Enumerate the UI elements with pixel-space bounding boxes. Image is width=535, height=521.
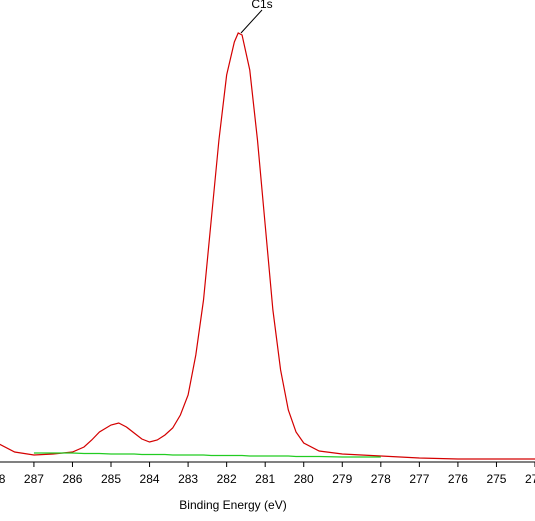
x-tick-label: 274 xyxy=(525,472,535,486)
x-tick-label: 281 xyxy=(255,472,275,486)
x-tick-label: 279 xyxy=(332,472,352,486)
x-tick-label: 286 xyxy=(62,472,82,486)
x-tick-label: 284 xyxy=(140,472,160,486)
x-tick-label: 278 xyxy=(371,472,391,486)
x-tick-label: 282 xyxy=(217,472,237,486)
x-tick-label: 288 xyxy=(0,472,6,486)
x-tick-label: 276 xyxy=(448,472,468,486)
spectrum-line xyxy=(0,32,535,460)
peak-annotation: C1s xyxy=(251,0,272,11)
x-tick-label: 287 xyxy=(24,472,44,486)
x-tick-label: 280 xyxy=(294,472,314,486)
spectrum-line xyxy=(33,452,381,458)
x-tick-label: 277 xyxy=(409,472,429,486)
x-tick-label: 285 xyxy=(101,472,121,486)
x-axis-label: Binding Energy (eV) xyxy=(179,498,286,512)
x-tick-label: 283 xyxy=(178,472,198,486)
annotation-leader xyxy=(240,9,263,34)
x-tick-label: 275 xyxy=(486,472,506,486)
